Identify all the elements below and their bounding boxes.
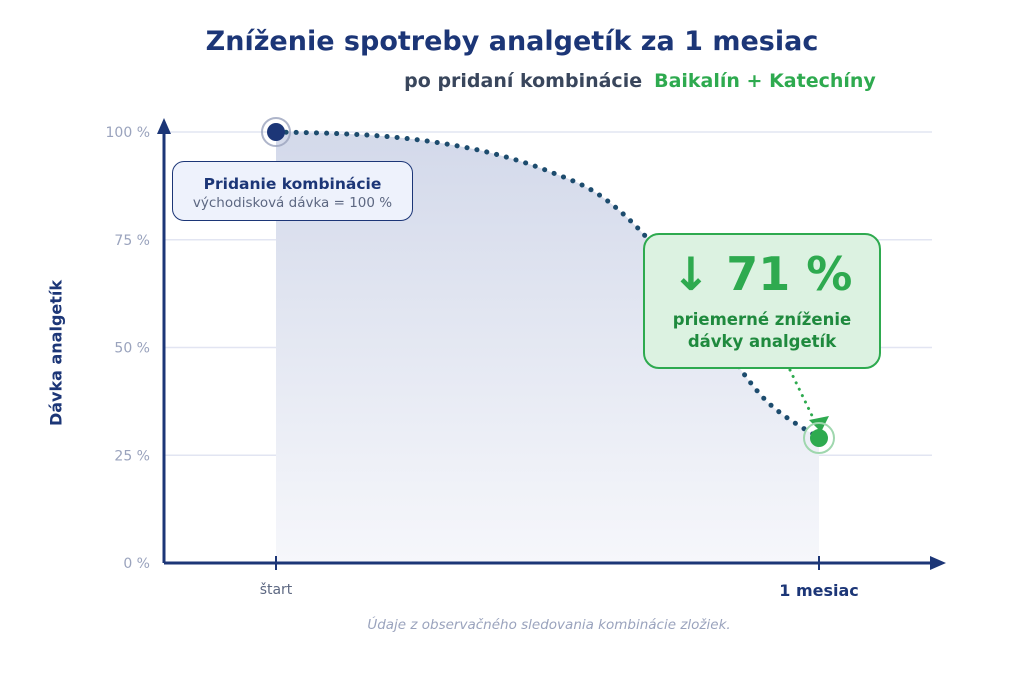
tick-labels: 0 % 25 % 50 % 75 % 100 % štart 1 mesiac bbox=[106, 125, 859, 600]
start-callout: Pridanie kombinácie východisková dávka =… bbox=[172, 161, 413, 221]
chart-subtitle: po pridaní kombinácie Baikalín + Katechín… bbox=[0, 70, 1024, 92]
footnote: Údaje z observačného sledovania kombinác… bbox=[367, 617, 731, 633]
reduction-value: ↓ 71 % bbox=[671, 247, 853, 301]
end-point-halo bbox=[803, 422, 835, 455]
axes bbox=[157, 118, 946, 570]
y-tick-label: 100 % bbox=[106, 125, 150, 141]
reduction-line-1: priemerné zníženie bbox=[672, 310, 852, 329]
x-tick-label: 1 mesiac bbox=[779, 581, 859, 600]
x-axis-arrow-icon bbox=[930, 556, 946, 570]
end-point bbox=[810, 429, 828, 448]
chart-title: Zníženie spotreby analgetík za 1 mesiac bbox=[205, 26, 819, 57]
subtitle-prefix: po pridaní kombinácie bbox=[404, 70, 643, 92]
y-tick-label: 0 % bbox=[123, 556, 150, 572]
y-axis-arrow-icon bbox=[157, 118, 171, 134]
start-callout-heading: Pridanie kombinácie bbox=[203, 175, 382, 193]
reduction-callout: ↓ 71 % priemerné zníženie dávky analgetí… bbox=[643, 233, 881, 369]
y-tick-label: 50 % bbox=[114, 341, 150, 357]
pointer-line bbox=[788, 368, 819, 428]
reduction-line-2: dávky analgetík bbox=[687, 332, 837, 351]
start-point-halo bbox=[261, 117, 291, 147]
x-tick-label: štart bbox=[260, 582, 293, 598]
start-callout-sub: východisková dávka = 100 % bbox=[192, 195, 393, 211]
area-fill bbox=[276, 132, 819, 563]
y-tick-label: 75 % bbox=[114, 233, 150, 249]
subtitle-accent: Baikalín + Katechíny bbox=[654, 70, 876, 92]
y-axis-label: Dávka analgetík bbox=[46, 279, 66, 427]
y-tick-label: 25 % bbox=[114, 448, 150, 464]
data-points bbox=[261, 117, 835, 455]
start-point bbox=[267, 123, 285, 141]
